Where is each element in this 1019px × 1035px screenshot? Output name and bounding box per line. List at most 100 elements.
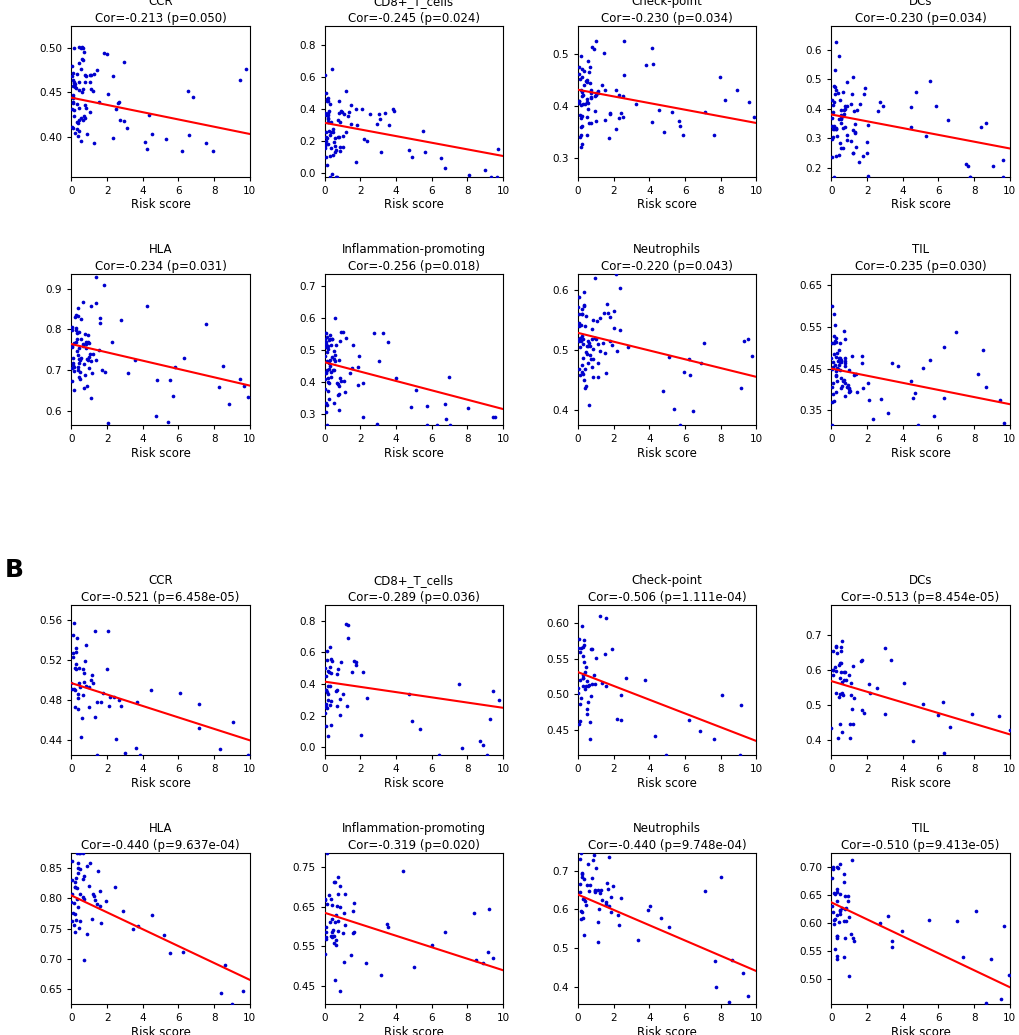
Point [330, 376, 346, 392]
Point [318, 394, 334, 411]
Point [486, 409, 502, 425]
Point [591, 608, 607, 624]
Point [823, 379, 840, 395]
Point [830, 135, 847, 151]
Point [89, 693, 105, 710]
Point [604, 879, 621, 895]
Point [827, 645, 844, 661]
Point [321, 352, 337, 368]
Point [318, 696, 334, 712]
Point [68, 880, 85, 896]
Point [66, 906, 83, 922]
Point [82, 335, 98, 352]
Point [583, 330, 599, 347]
Point [326, 353, 342, 369]
Point [874, 97, 891, 114]
Point [373, 967, 389, 983]
Point [823, 110, 840, 126]
Point [570, 630, 586, 647]
Point [339, 617, 356, 633]
Point [601, 106, 618, 122]
Point [181, 127, 198, 144]
Point [70, 99, 87, 116]
Point [977, 996, 994, 1012]
Point [74, 335, 91, 352]
Point [100, 623, 116, 640]
Point [64, 94, 81, 111]
Point [858, 145, 874, 161]
Point [576, 96, 592, 113]
Point [829, 147, 846, 164]
Point [70, 347, 87, 363]
Point [572, 876, 588, 892]
Text: A: A [5, 0, 24, 3]
Point [179, 83, 196, 99]
Point [827, 907, 844, 923]
Point [88, 352, 104, 368]
Point [332, 898, 348, 915]
Point [920, 72, 936, 89]
Point [77, 67, 94, 84]
Point [316, 67, 332, 84]
Point [87, 623, 103, 640]
Point [65, 86, 82, 102]
Point [824, 94, 841, 111]
Point [723, 951, 740, 968]
Point [343, 359, 360, 376]
Point [575, 331, 591, 348]
Point [322, 357, 338, 374]
Point [834, 724, 850, 741]
Point [324, 362, 340, 379]
Point [419, 417, 435, 434]
Point [320, 111, 336, 127]
Point [827, 881, 844, 897]
Point [675, 363, 691, 380]
Point [596, 82, 612, 98]
Point [587, 860, 603, 877]
Point [589, 83, 605, 99]
Point [340, 104, 357, 120]
Point [128, 694, 145, 711]
Point [317, 946, 333, 963]
Point [844, 145, 860, 161]
Point [394, 863, 411, 880]
Point [601, 332, 618, 349]
Point [436, 395, 452, 412]
Point [878, 405, 895, 421]
Point [116, 745, 132, 762]
Point [672, 417, 688, 434]
Point [239, 746, 256, 763]
Point [972, 119, 988, 136]
Point [824, 662, 841, 679]
Point [572, 329, 588, 346]
Point [706, 953, 722, 970]
Point [573, 139, 589, 155]
Point [825, 885, 842, 901]
Point [580, 115, 596, 131]
Point [681, 366, 697, 383]
Point [82, 855, 98, 871]
Point [574, 301, 590, 318]
Point [317, 699, 333, 715]
Point [584, 320, 600, 336]
Point [826, 333, 843, 350]
Point [695, 334, 711, 351]
Point [582, 115, 598, 131]
Point [320, 93, 336, 110]
Point [830, 903, 847, 919]
Point [82, 105, 98, 121]
Point [835, 106, 851, 122]
Point [839, 73, 855, 90]
Point [332, 139, 348, 155]
Point [450, 675, 467, 691]
Point [581, 75, 597, 91]
Point [580, 332, 596, 349]
Point [826, 148, 843, 165]
Point [86, 65, 102, 82]
Point [327, 937, 343, 953]
Point [826, 362, 843, 379]
Point [840, 383, 856, 400]
Point [70, 324, 87, 341]
Point [484, 682, 500, 699]
X-axis label: Risk score: Risk score [890, 447, 950, 460]
